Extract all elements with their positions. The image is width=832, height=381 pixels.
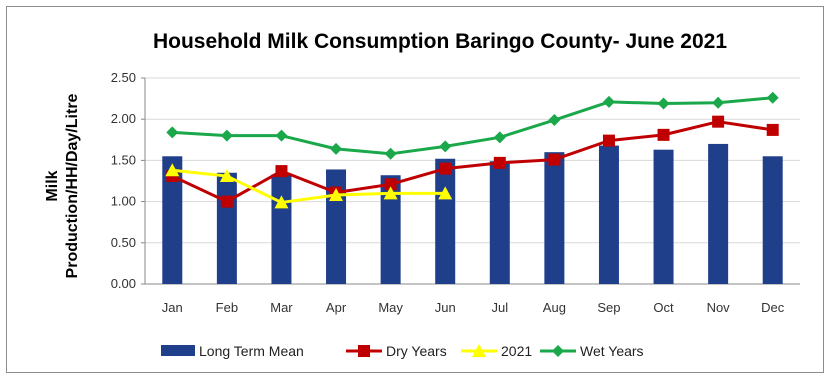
point-dry-years-jun [439,162,452,175]
point-dry-years-oct [657,128,670,141]
point-2021-may [383,186,398,200]
point-wet-years-sep [602,95,615,108]
bar-dec [762,156,783,284]
bar-nov [708,143,729,284]
point-2021-feb [219,169,234,183]
bar-oct [653,149,674,284]
point-dry-years-jul [493,156,506,169]
x-tick-label-jul: Jul [491,300,508,315]
point-dry-years-feb [220,195,233,208]
point-wet-years-oct [657,97,670,110]
point-wet-years-jun [439,140,452,153]
point-dry-years-mar [275,165,288,178]
x-tick-label-apr: Apr [326,300,347,315]
bar-jan [162,156,183,284]
x-tick-label-mar: Mar [270,300,293,315]
x-tick-label-jan: Jan [162,300,183,315]
y-axis-label-line-1: Milk [44,170,61,201]
x-tick-label-feb: Feb [216,300,238,315]
x-tick-label-aug: Aug [543,300,566,315]
point-wet-years-mar [275,129,288,142]
legend-item-dry-years: Dry Years [346,343,447,359]
y-tick-label-1: 0.50 [111,235,136,250]
chart-frame [6,6,824,373]
point-dry-years-may [384,178,397,191]
legend-label-dry-years: Dry Years [386,343,447,359]
chart-title: Household Milk Consumption Baringo Count… [153,30,727,53]
point-dry-years-aug [548,153,561,166]
bar-jul [489,161,510,284]
legend-label-wet-years: Wet Years [580,343,644,359]
series-line-wet-years [172,96,773,156]
y-tick-label-3: 1.50 [111,152,136,167]
legend-marker-dry-years [358,345,370,357]
point-wet-years-jan [166,126,179,139]
point-2021-apr [329,188,344,202]
point-wet-years-apr [330,142,343,155]
legend-item-wet-years: Wet Years [540,343,644,359]
y-tick-label-2: 1.00 [111,194,136,209]
point-dry-years-sep [602,134,615,147]
bar-mar [271,174,292,284]
x-tick-label-dec: Dec [761,300,785,315]
point-wet-years-feb [220,129,233,142]
y-tick-label-4: 2.00 [111,111,136,126]
bar-sep [598,145,619,284]
x-tick-label-may: May [378,300,403,315]
point-wet-years-jul [493,131,506,144]
point-dry-years-dec [766,123,779,136]
series-line-dry-years [171,120,773,204]
y-tick-label-0: 0.00 [111,276,136,291]
bar-feb [216,172,237,284]
bar-jun [435,158,456,284]
x-tick-label-sep: Sep [597,300,620,315]
legend-label-long-term-mean: Long Term Mean [199,343,304,359]
y-tick-label-5: 2.50 [111,70,136,85]
x-tick-label-oct: Oct [653,300,674,315]
x-tick-label-nov: Nov [707,300,731,315]
plot-area: 0.00 0.50 1.00 1.50 2.00 2.50 Jan Feb Mar Apr May J… [111,70,800,315]
point-wet-years-aug [548,114,561,127]
point-2021-jan [165,163,180,177]
point-2021-mar [274,195,289,209]
series-line-2021 [172,168,446,204]
legend: Long Term Mean Dry Years 2021 Wet Years [161,343,644,359]
point-2021-jun [438,186,453,200]
bar-aug [544,152,565,284]
x-tick-label-jun: Jun [435,300,456,315]
legend-swatch-long-term-mean [161,345,195,356]
point-dry-years-nov [712,115,725,128]
bar-may [380,175,401,284]
legend-marker-wet-years [552,345,564,357]
y-axis-label-line-2: Production/HH/Day/Litre [64,93,81,278]
legend-item-long-term-mean: Long Term Mean [161,343,304,359]
legend-label-2021: 2021 [501,343,532,359]
legend-marker-2021 [472,344,486,357]
point-wet-years-may [384,147,397,160]
legend-item-2021: 2021 [461,343,532,359]
point-wet-years-dec [766,91,779,104]
point-wet-years-nov [712,96,725,109]
